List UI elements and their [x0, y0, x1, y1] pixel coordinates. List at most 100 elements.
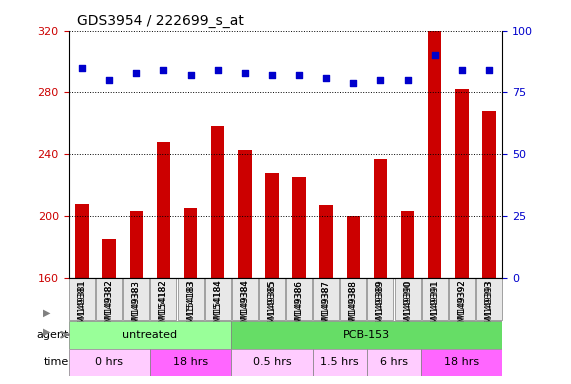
Text: 18 hrs: 18 hrs — [173, 358, 208, 367]
Text: GSM149381: GSM149381 — [78, 280, 87, 331]
Text: GSM149386: GSM149386 — [295, 280, 304, 334]
Text: GSM149382: GSM149382 — [104, 280, 114, 334]
Bar — [455, 89, 469, 278]
Text: GSM149388: GSM149388 — [349, 280, 358, 331]
FancyBboxPatch shape — [395, 278, 421, 320]
Text: GSM149393: GSM149393 — [484, 280, 493, 334]
Text: GSM149389: GSM149389 — [376, 280, 385, 331]
Point — [295, 72, 304, 78]
Bar — [130, 211, 143, 278]
Bar — [184, 208, 198, 278]
Bar — [69, 321, 231, 349]
Text: GSM154183: GSM154183 — [186, 280, 195, 331]
Point — [240, 70, 250, 76]
FancyBboxPatch shape — [367, 278, 393, 320]
Text: GSM149386: GSM149386 — [295, 280, 304, 331]
Text: GSM149387: GSM149387 — [321, 280, 331, 334]
Point — [403, 77, 412, 83]
Text: GSM149385: GSM149385 — [267, 280, 276, 334]
FancyBboxPatch shape — [232, 278, 258, 320]
Point — [104, 77, 114, 83]
FancyBboxPatch shape — [313, 278, 339, 320]
Text: GSM149393: GSM149393 — [484, 280, 493, 331]
Text: GSM149382: GSM149382 — [104, 280, 114, 331]
Point — [132, 70, 141, 76]
Point — [213, 67, 222, 73]
Point — [267, 72, 276, 78]
Point — [78, 65, 87, 71]
Text: GSM149392: GSM149392 — [457, 280, 467, 334]
Text: GSM149390: GSM149390 — [403, 280, 412, 330]
Bar — [482, 111, 496, 278]
Text: 18 hrs: 18 hrs — [444, 358, 480, 367]
FancyBboxPatch shape — [340, 278, 367, 320]
Text: GSM149391: GSM149391 — [430, 280, 439, 330]
Text: GSM149385: GSM149385 — [267, 280, 276, 331]
Bar — [156, 142, 170, 278]
FancyBboxPatch shape — [96, 278, 122, 320]
Text: 6 hrs: 6 hrs — [380, 358, 408, 367]
Text: 0.5 hrs: 0.5 hrs — [252, 358, 291, 367]
FancyBboxPatch shape — [476, 278, 502, 320]
Bar — [75, 204, 89, 278]
FancyBboxPatch shape — [204, 278, 231, 320]
Text: GSM149384: GSM149384 — [240, 280, 250, 331]
Bar — [373, 159, 387, 278]
Point — [321, 74, 331, 81]
Bar — [102, 239, 116, 278]
Bar — [313, 349, 367, 376]
Point — [430, 52, 439, 58]
Bar — [211, 126, 224, 278]
Text: GSM154184: GSM154184 — [213, 280, 222, 330]
Point — [376, 77, 385, 83]
Text: GDS3954 / 222699_s_at: GDS3954 / 222699_s_at — [77, 14, 244, 28]
Bar — [428, 31, 441, 278]
FancyBboxPatch shape — [449, 278, 475, 320]
Bar — [231, 349, 313, 376]
Text: GSM149389: GSM149389 — [376, 280, 385, 334]
Text: GSM149383: GSM149383 — [132, 280, 141, 331]
Point — [484, 67, 493, 73]
Bar — [401, 211, 415, 278]
Text: GSM149388: GSM149388 — [349, 280, 358, 334]
FancyBboxPatch shape — [69, 278, 95, 320]
Text: 1.5 hrs: 1.5 hrs — [320, 358, 359, 367]
Text: PCB-153: PCB-153 — [343, 329, 391, 340]
Bar — [238, 149, 252, 278]
Text: GSM154182: GSM154182 — [159, 280, 168, 334]
Text: agent: agent — [36, 329, 69, 340]
Point — [457, 67, 467, 73]
Text: ▶: ▶ — [43, 308, 50, 318]
Bar — [69, 349, 150, 376]
Bar — [319, 205, 333, 278]
Text: time: time — [43, 358, 69, 367]
Bar — [347, 216, 360, 278]
Bar — [367, 349, 421, 376]
Bar — [292, 177, 306, 278]
Text: GSM149392: GSM149392 — [457, 280, 467, 330]
FancyBboxPatch shape — [178, 278, 204, 320]
Text: GSM149381: GSM149381 — [78, 280, 87, 334]
Bar — [231, 321, 502, 349]
Bar — [150, 349, 231, 376]
Text: GSM149387: GSM149387 — [321, 280, 331, 331]
FancyBboxPatch shape — [286, 278, 312, 320]
Text: GSM149383: GSM149383 — [132, 280, 141, 334]
Text: GSM154182: GSM154182 — [159, 280, 168, 330]
FancyBboxPatch shape — [150, 278, 176, 320]
FancyBboxPatch shape — [123, 278, 150, 320]
Text: GSM149390: GSM149390 — [403, 280, 412, 334]
Text: untreated: untreated — [122, 329, 178, 340]
Point — [186, 72, 195, 78]
Text: GSM154183: GSM154183 — [186, 280, 195, 334]
FancyBboxPatch shape — [259, 278, 285, 320]
Text: ▶: ▶ — [43, 327, 50, 337]
FancyBboxPatch shape — [421, 278, 448, 320]
Text: 0 hrs: 0 hrs — [95, 358, 123, 367]
Bar — [421, 349, 502, 376]
Text: GSM149384: GSM149384 — [240, 280, 250, 334]
Point — [159, 67, 168, 73]
Bar — [265, 173, 279, 278]
Text: GSM154184: GSM154184 — [213, 280, 222, 334]
Text: GSM149391: GSM149391 — [430, 280, 439, 334]
